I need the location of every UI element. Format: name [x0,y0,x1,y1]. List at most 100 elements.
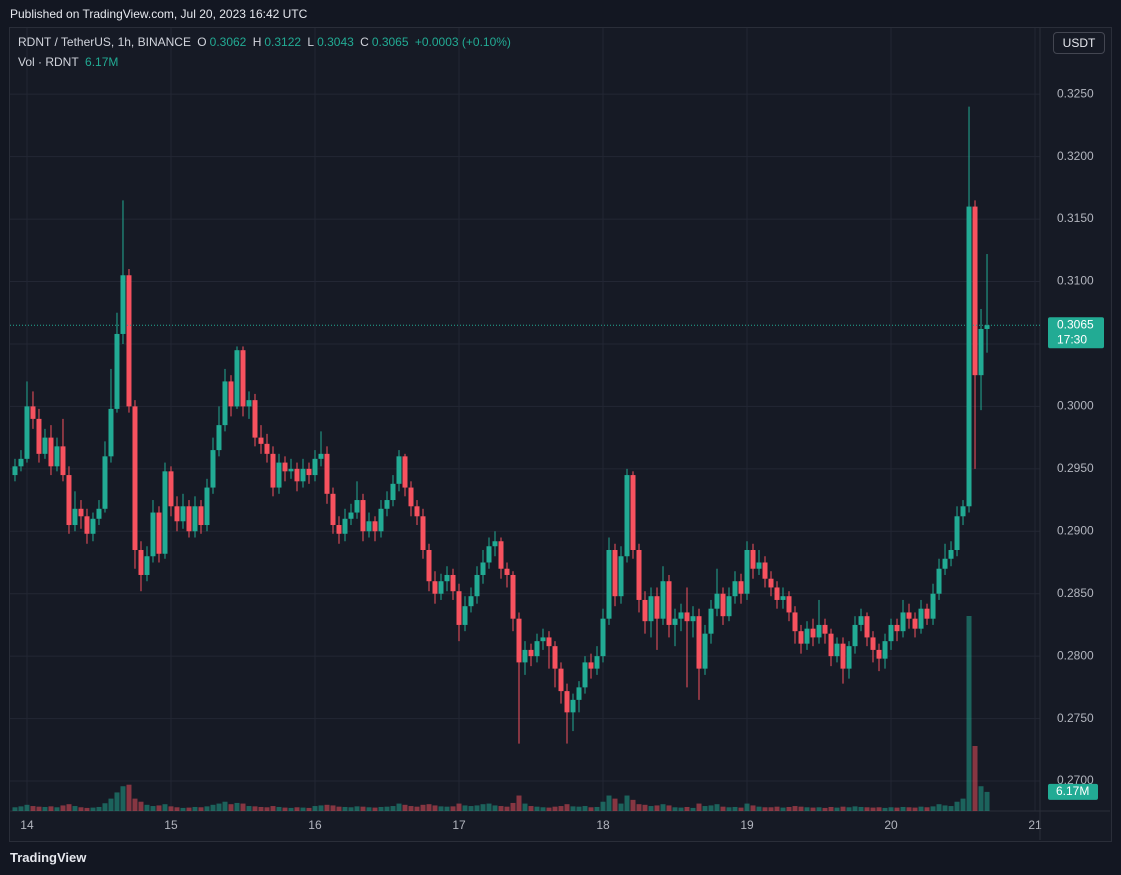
volume-bar [156,805,162,811]
volume-bar [510,802,516,811]
candle-body [126,275,132,407]
volume-bar [114,792,120,811]
candle-body [642,599,648,622]
volume-bar [774,806,780,811]
volume-bar [558,806,564,811]
volume-bar [360,806,366,811]
candle-body [678,612,684,619]
candle-body [234,350,240,407]
volume-bar [426,804,432,811]
volume-bar [138,801,144,811]
candle-body [630,475,636,550]
candle-body [462,606,468,625]
candle-body [510,574,516,619]
volume-bar [198,807,204,811]
candle-body [858,616,864,625]
volume-bar [594,806,600,811]
candle-body [252,400,258,438]
candle-body [342,518,348,534]
candle-body [768,578,774,588]
candle-body [360,500,366,532]
y-tick-label: 0.2800 [1057,648,1094,662]
volume-bar [570,806,576,811]
candle-body [384,500,390,509]
candle-body [636,550,642,600]
candle-body [948,550,954,559]
candle-body [390,483,396,501]
volume-bar [726,807,732,811]
volume-bar [780,807,786,811]
currency-button[interactable]: USDT [1053,32,1105,54]
volume-bar [72,806,78,811]
volume-bar [534,806,540,811]
volume-bar [36,806,42,811]
ohlc-value: 0.3062 [209,35,247,49]
volume-bar [522,803,528,811]
candle-body [444,574,450,582]
candle-body [744,550,750,594]
candle-body [528,649,534,657]
candle-body [840,643,846,669]
candle-body [162,471,168,554]
volume-bar [222,801,228,811]
volume-bar [714,804,720,811]
volume-bar [600,801,606,811]
volume-bar [312,806,318,811]
last-price-badge [1048,317,1104,349]
candle-body [486,546,492,563]
candle-body [798,631,804,644]
volume-bar [732,806,738,811]
volume-bar [720,806,726,811]
candle-body [426,550,432,582]
volume-bar [888,807,894,811]
candle-body [90,518,96,534]
candle-body [738,581,744,594]
volume-bar [504,806,510,811]
candle-body [372,521,378,532]
candle-body [960,506,966,517]
candle-body [168,471,174,507]
candle-body [18,458,24,467]
candle-body [60,446,66,476]
volume-bar [42,806,48,811]
chart-frame [9,27,1112,842]
candle-body [702,633,708,669]
candle-body [648,596,654,622]
volume-bar [294,807,300,811]
candle-body [870,637,876,650]
candle-body [300,468,306,482]
candle-body [924,608,930,619]
candle-body [732,581,738,597]
volume-bar [240,803,246,811]
ohlc-value: 0.3043 [317,35,354,49]
y-tick-label: 0.3000 [1057,399,1094,413]
y-tick-label: 0.3100 [1057,274,1094,288]
brand: TradingView [10,850,86,865]
x-tick-label: 15 [164,818,178,832]
candle-body [288,468,294,472]
volume-value: 6.17M [85,55,119,69]
volume-bar [882,807,888,811]
candle-body [570,699,576,713]
candle-body [906,612,912,619]
volume-bar [984,791,990,811]
volume-bar [642,804,648,811]
candle-body [192,506,198,532]
volume-bar [282,807,288,811]
candle-body [540,637,546,642]
candle-body [828,633,834,657]
candle-body [888,624,894,642]
candle-body [324,453,330,494]
volume-bar [378,806,384,811]
volume-bar [834,807,840,811]
volume-bar [918,806,924,811]
volume-bar [396,803,402,811]
volume-bar [654,805,660,811]
volume-badge [1048,783,1098,800]
candle-body [294,468,300,482]
volume-bar [708,805,714,811]
volume-bar [420,804,426,811]
candle-body [816,624,822,638]
volume-bar [528,806,534,811]
